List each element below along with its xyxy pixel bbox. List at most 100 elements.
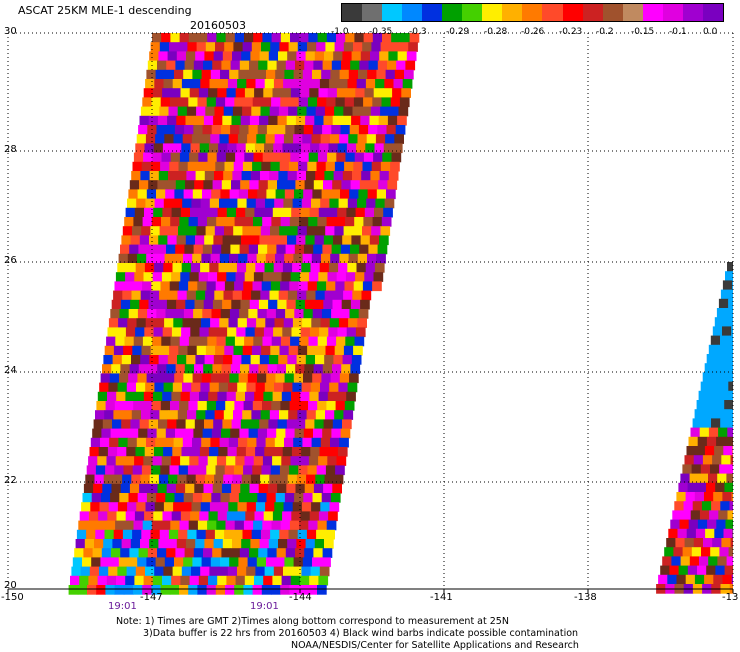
swath-cell [339,438,349,448]
swath-cell [246,383,256,393]
swath-cell [323,180,333,190]
swath-cell [175,61,185,71]
swath-cell [243,281,253,291]
swath-cell [216,585,226,595]
scale-label: -0.29 [446,27,469,37]
swath-cell [204,484,214,494]
swath-cell [271,217,281,227]
swath-cell [276,125,286,135]
swath-cell [704,575,714,585]
swath-cell [161,521,171,531]
swath-cell [384,143,394,153]
swath-cell [226,576,236,586]
swath-cell [714,446,724,456]
swath-cell [275,373,285,383]
swath-cell [668,529,678,539]
swath-cell [251,291,261,301]
swath-cell [407,51,417,61]
swath-cell [297,291,307,301]
swath-cell [731,538,733,548]
swath-cell [129,548,139,558]
swath-cell [158,484,168,494]
swath-cell [202,373,212,383]
swath-cell [697,566,707,576]
swath-cell [290,521,300,531]
swath-cell [321,134,331,144]
swath-cell [307,410,317,420]
swath-cell [310,447,320,457]
swath-cell [225,465,235,475]
swath-cell [292,79,302,89]
swath-cell [302,383,312,393]
swath-cell [353,346,363,356]
swath-cell [222,364,232,374]
swath-cell [312,438,322,448]
swath-cell [263,576,273,586]
swath-cell [336,337,346,347]
swath-cell [207,217,217,227]
swath-cell [205,291,215,301]
swath-cell [223,355,233,365]
swath-cell [723,575,733,585]
swath-cell [335,162,345,172]
swath-cell [188,281,198,291]
swath-cell [202,189,212,199]
swath-cell [184,429,194,439]
swath-cell [273,511,283,521]
swath-cell [274,383,284,393]
swath-cell [707,354,717,364]
swath-cell [163,327,173,337]
swath-cell [209,327,219,337]
swath-cell [208,208,218,218]
swath-cell [242,475,252,485]
swath-cell [231,61,241,71]
swath-cell [224,291,234,301]
swath-cell [293,199,303,209]
swath-cell [338,447,348,457]
swath-cell [199,208,209,218]
swath-cell [299,33,309,43]
swath-cell [218,143,228,153]
swath-cell [296,539,306,549]
swath-cell [186,116,196,126]
swath-cell [210,383,220,393]
swath-cell [112,300,122,310]
swath-cell [300,208,310,218]
lat-label-28: 28 [4,144,17,155]
swath-cell [727,345,733,355]
color-scale-swatch [522,4,542,21]
swath-cell [171,337,181,347]
swath-cell [283,79,293,89]
swath-cell [183,318,193,328]
swath-cell [83,548,93,558]
swath-cell [119,373,129,383]
swath-cell [189,337,199,347]
swath-cell [227,511,237,521]
swath-cell [700,510,710,520]
swath-cell [340,309,350,319]
swath-cell [141,475,151,485]
swath-cell [205,355,215,365]
swath-cell [184,245,194,255]
swath-cell [215,42,225,52]
swath-cell [328,392,338,402]
swath-cell [363,281,373,291]
swath-cell [255,511,265,521]
swath-cell [269,539,279,549]
swath-cell [264,327,274,337]
swath-cell [317,162,327,172]
swath-cell [713,492,723,502]
swath-cell [137,373,147,383]
swath-cell [161,217,171,227]
swath-cell [281,217,291,227]
swath-cell [192,557,202,567]
swath-cell [256,134,266,144]
color-scale-swatch [502,4,522,21]
swath-cell [358,70,368,80]
swath-cell [292,143,302,153]
swath-cell [361,235,371,245]
swath-cell [255,567,265,577]
swath-cell [223,51,233,61]
swath-cell [174,189,184,199]
swath-cell [210,79,220,89]
